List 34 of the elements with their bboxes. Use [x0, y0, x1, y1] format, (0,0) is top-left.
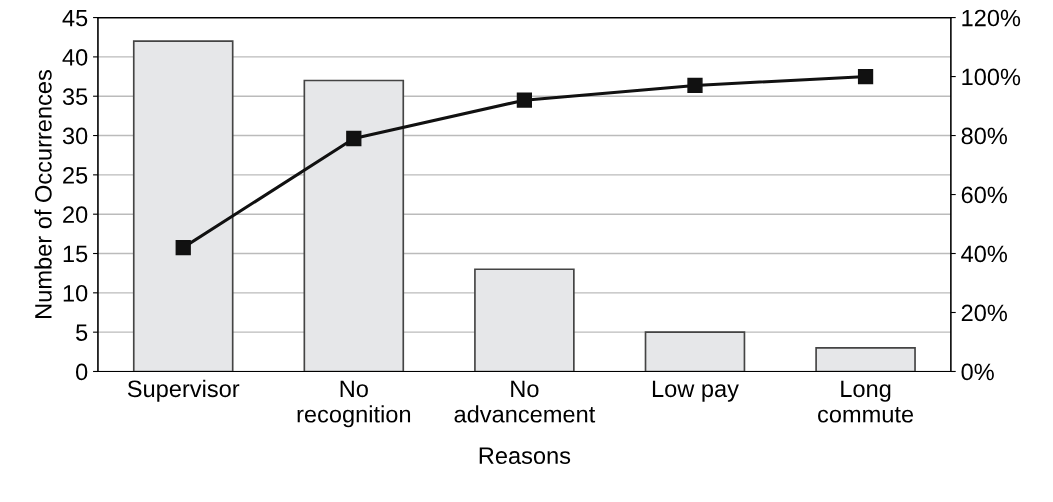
x-axis-title: Reasons — [479, 447, 571, 465]
y-axis-title: Number of Occurrences — [34, 70, 52, 318]
y2-tick-label: 20% — [961, 304, 1007, 322]
point — [516, 92, 533, 108]
y-tick-label: 25 — [63, 166, 88, 184]
bar — [474, 268, 575, 372]
y-tick-label: 5 — [76, 324, 88, 341]
bar — [815, 347, 916, 372]
y-tick-label: 30 — [62, 127, 88, 145]
y2-tick-label: 80% — [961, 127, 1007, 145]
y-tick-label: 40 — [62, 48, 88, 66]
y2-tick-label: 100% — [962, 68, 1021, 86]
y2-tick-label: 120% — [962, 9, 1021, 27]
x-tick-label: No advancement — [454, 380, 596, 423]
y-tick-label: 15 — [63, 245, 88, 263]
point — [346, 130, 362, 147]
y2-tick-label: 40% — [961, 245, 1007, 263]
point — [687, 77, 703, 94]
x-tick-label: Long commute — [818, 380, 914, 423]
y-tick-label: 20 — [63, 206, 88, 223]
y-tick-label: 35 — [62, 88, 88, 105]
y2-tick-label: 0% — [961, 363, 994, 381]
point — [857, 68, 874, 85]
bar — [644, 331, 746, 372]
bar — [303, 79, 405, 372]
x-tick-label: No recognition — [297, 380, 411, 428]
bar — [132, 40, 234, 372]
x-tick-label: Supervisor — [127, 379, 240, 402]
x-tick-label: Low pay — [652, 380, 739, 402]
y-tick-label: 45 — [62, 9, 88, 27]
y-tick-label: 10 — [63, 284, 88, 302]
point — [175, 239, 191, 256]
y2-tick-label: 60% — [961, 186, 1007, 204]
y-tick-label: 0 — [76, 363, 88, 381]
